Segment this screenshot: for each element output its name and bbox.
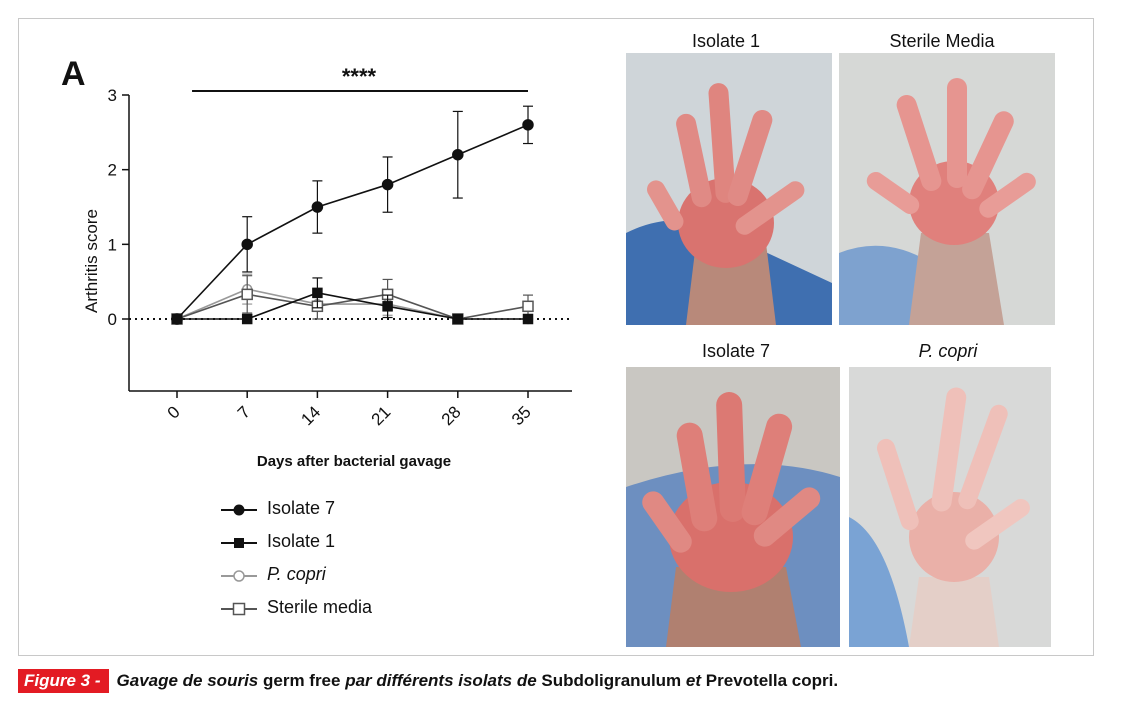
series-line bbox=[176, 124, 529, 320]
caption-part: Subdoligranulum bbox=[541, 671, 682, 690]
x-tick-label: 0 bbox=[164, 402, 184, 422]
data-point bbox=[241, 288, 253, 301]
paw-photo-p-copri bbox=[849, 367, 1051, 647]
x-tick-label: 35 bbox=[508, 402, 535, 429]
series-isolate-7 bbox=[171, 105, 534, 325]
x-tick-label: 14 bbox=[297, 402, 324, 429]
legend-label: P. copri bbox=[267, 564, 326, 584]
legend-marker-open-square bbox=[221, 602, 257, 616]
paw-photo-sterile-media bbox=[839, 53, 1055, 325]
series-line bbox=[177, 292, 528, 320]
legend-item-isolate-7: Isolate 7 bbox=[219, 495, 439, 525]
series-isolate-1 bbox=[171, 277, 534, 325]
chart-axes: 0 1 2 3 0 7 14 21 28 35 bbox=[108, 86, 572, 429]
panel-letter: A bbox=[61, 55, 86, 93]
data-point bbox=[522, 119, 534, 131]
y-tick-label: 0 bbox=[108, 310, 117, 329]
series-line bbox=[176, 288, 528, 320]
data-point bbox=[312, 287, 323, 299]
caption-part: par différents isolats de bbox=[345, 671, 537, 690]
legend-item-sterile-media: Sterile media bbox=[219, 594, 439, 624]
caption-part: Gavage de souris bbox=[116, 671, 259, 690]
legend-item-isolate-1: Isolate 1 bbox=[219, 528, 439, 558]
data-point bbox=[241, 238, 253, 251]
data-point bbox=[171, 313, 183, 325]
y-tick-label: 3 bbox=[108, 86, 117, 105]
legend-label: Isolate 1 bbox=[267, 531, 336, 551]
caption-part: germ free bbox=[262, 671, 341, 690]
data-point bbox=[382, 301, 393, 312]
photo-title-isolate-1: Isolate 1 bbox=[691, 31, 761, 51]
y-tick-label: 1 bbox=[108, 235, 117, 254]
photo-title-p-copri: P. copri bbox=[918, 341, 978, 361]
data-point bbox=[522, 300, 534, 313]
x-tick-label: 21 bbox=[368, 402, 395, 429]
y-tick-label: 2 bbox=[108, 161, 117, 180]
chart-marks bbox=[171, 105, 534, 325]
figure-caption: Figure 3 - Gavage de souris germ free par… bbox=[18, 669, 838, 693]
legend-marker-open-circle bbox=[221, 570, 257, 582]
data-point bbox=[452, 148, 464, 161]
paw-photo-isolate-7 bbox=[626, 367, 840, 647]
legend-label: Sterile media bbox=[267, 597, 373, 617]
data-point bbox=[311, 201, 324, 213]
series-line bbox=[176, 293, 529, 320]
data-point bbox=[522, 313, 534, 325]
data-point bbox=[381, 178, 394, 191]
x-axis-label: Days after bacterial gavage bbox=[257, 453, 451, 470]
legend-item-p-copri: P. copri bbox=[219, 561, 439, 591]
data-point bbox=[241, 313, 253, 325]
caption-part: Prevotella copri. bbox=[705, 671, 839, 690]
caption-part: et bbox=[685, 671, 702, 690]
paw-photo-isolate-1 bbox=[626, 53, 832, 325]
x-tick-label: 28 bbox=[438, 402, 465, 429]
caption-label: Figure 3 - bbox=[18, 669, 109, 693]
legend-marker-filled-circle bbox=[221, 504, 257, 516]
x-tick-label: 7 bbox=[234, 402, 254, 422]
photo-title-isolate-7: Isolate 7 bbox=[701, 341, 771, 361]
significance-label: **** bbox=[342, 64, 377, 89]
figure-frame: A 0 1 2 3 0 7 14 21 28 35 Arthritis score Days af… bbox=[18, 18, 1094, 656]
y-axis-label: Arthritis score bbox=[82, 209, 101, 313]
legend-marker-filled-square bbox=[221, 538, 257, 548]
photo-title-sterile-media: Sterile Media bbox=[889, 31, 995, 51]
arthritis-score-chart: 0 1 2 3 0 7 14 21 28 35 Arthritis score Days afte… bbox=[82, 64, 572, 470]
data-point bbox=[452, 313, 464, 325]
legend-label: Isolate 7 bbox=[267, 498, 336, 518]
